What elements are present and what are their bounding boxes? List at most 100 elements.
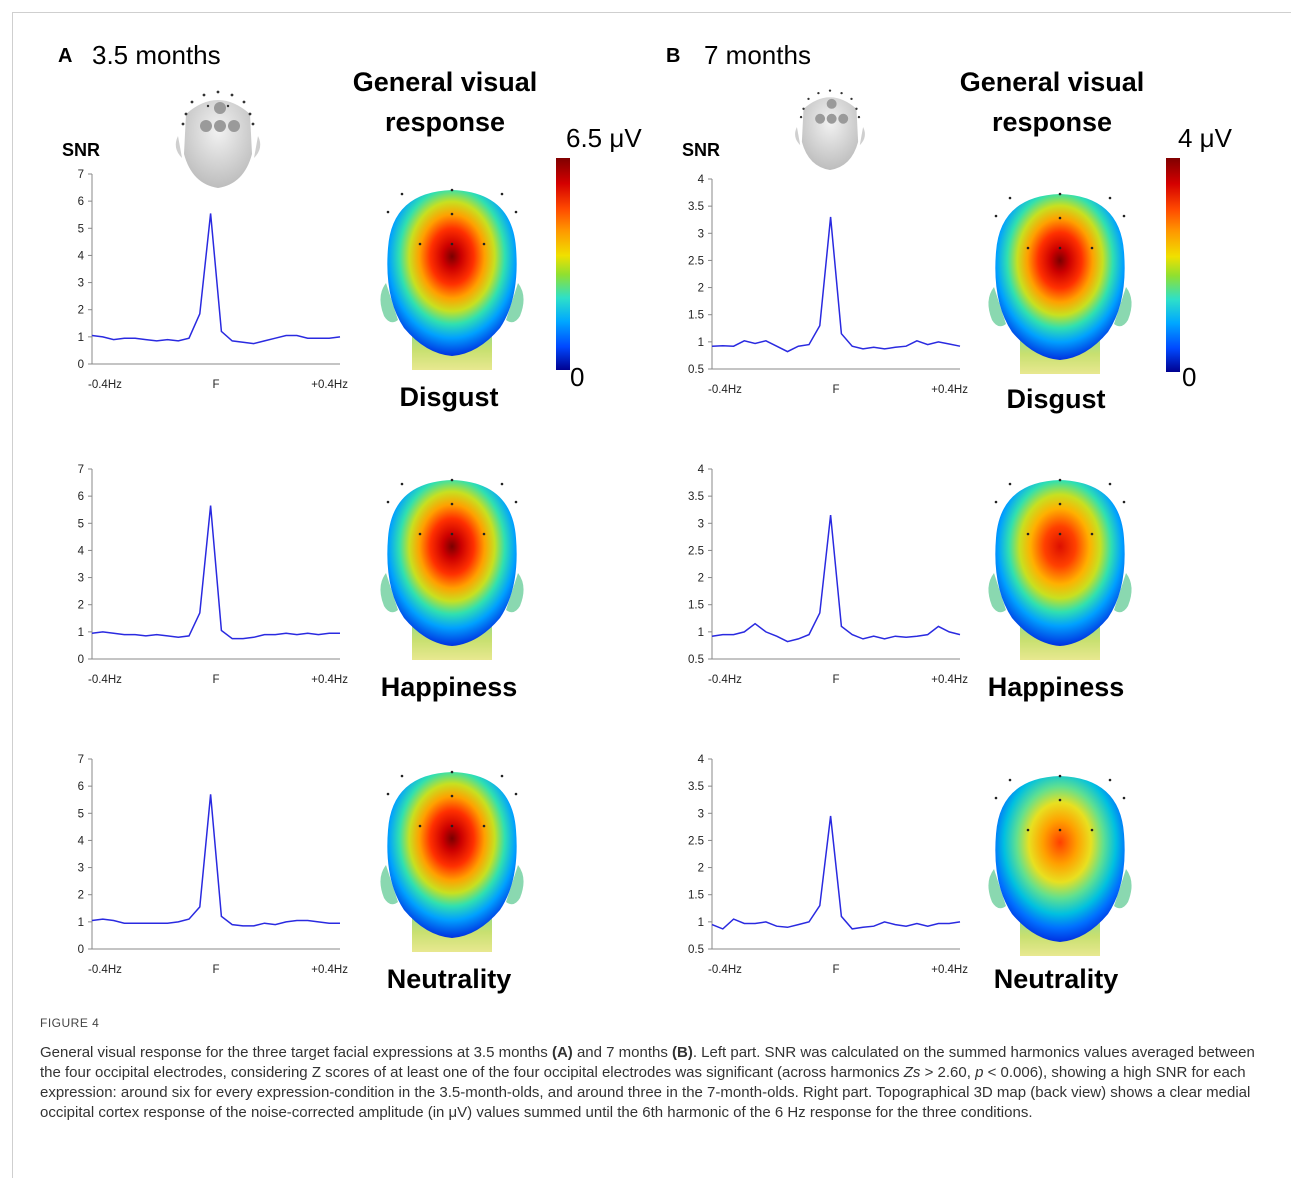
y-tick-label: 1.5 [688, 890, 704, 902]
y-tick-label: 1 [78, 627, 84, 639]
electrode-dot [450, 770, 454, 774]
y-tick-label: 5 [78, 518, 84, 530]
right-ear [506, 573, 524, 613]
left-ear [988, 573, 1006, 613]
y-tick-label: 2 [698, 283, 704, 295]
y-tick-label: 3.5 [688, 201, 704, 213]
panel-a-scale-min: 0 [570, 362, 585, 392]
electrode-dot [1008, 196, 1012, 200]
electrode-dot [386, 792, 390, 796]
panel-a-colorbar [556, 158, 570, 370]
electrode-dot [450, 478, 454, 482]
y-tick-label: 1 [78, 332, 84, 344]
y-tick-label: 0.5 [688, 654, 704, 666]
x-tick-label: F [212, 964, 219, 976]
x-tick-label: F [212, 674, 219, 686]
electrode-dot [386, 500, 390, 504]
right-ear [1114, 573, 1132, 613]
electrode-dot [450, 188, 454, 192]
panel-a-electrode-montage [175, 90, 261, 188]
y-tick-label: 4 [698, 464, 705, 476]
snr-plot-a-happiness: 0 1 2 3 4 5 6 7 -0.4Hz F +0.4Hz [78, 464, 349, 686]
y-tick-label: 4 [78, 835, 85, 847]
electrode-dot [482, 824, 486, 828]
electrode-dot [1058, 192, 1062, 196]
electrode-dot [1026, 532, 1030, 536]
topomap-b-happiness [988, 478, 1132, 660]
panel-b-colorbar [1166, 158, 1180, 372]
y-tick-label: 2 [78, 305, 84, 317]
electrode-dot [994, 500, 998, 504]
x-tick-label: +0.4Hz [931, 674, 968, 686]
electrode-dot [1058, 502, 1062, 506]
y-tick-label: 3 [698, 808, 704, 820]
y-tick-label: 3.5 [688, 491, 704, 503]
y-tick-label: 6 [78, 196, 84, 208]
left-ear [380, 573, 398, 613]
snr-line [91, 794, 340, 927]
right-ear [506, 865, 524, 905]
electrode-dot [1058, 478, 1062, 482]
topomap-b-disgust [988, 192, 1132, 374]
y-tick-label: 1 [78, 917, 84, 929]
panel-b-scale-max: 4 μV [1178, 123, 1233, 153]
y-tick-label: 0 [78, 359, 84, 371]
panel-a-letter: A [58, 45, 73, 67]
panel-a-label-disgust: Disgust [399, 382, 499, 412]
y-tick-label: 4 [698, 174, 705, 186]
electrode-dot [400, 774, 404, 778]
panel-a-label-happiness: Happiness [380, 672, 518, 702]
y-tick-label: 3.5 [688, 781, 704, 793]
electrode-dot [1058, 828, 1062, 832]
electrode-dot [450, 794, 454, 798]
y-tick-label: 5 [78, 808, 84, 820]
y-tick-label: 2.5 [688, 255, 704, 267]
y-tick-label: 2 [698, 863, 704, 875]
scalp [995, 194, 1125, 360]
y-tick-label: 6 [78, 491, 84, 503]
y-tick-label: 1 [698, 917, 704, 929]
y-tick-label: 4 [78, 545, 85, 557]
y-tick-label: 3 [698, 518, 704, 530]
x-tick-label: -0.4Hz [708, 674, 742, 686]
y-tick-label: 3 [78, 278, 84, 290]
y-tick-label: 3 [78, 573, 84, 585]
snr-line [711, 515, 961, 643]
electrode-dot [1026, 828, 1030, 832]
right-ear [1114, 287, 1132, 327]
y-tick-label: 2.5 [688, 545, 704, 557]
x-tick-label: +0.4Hz [311, 964, 348, 976]
x-tick-label: +0.4Hz [931, 964, 968, 976]
electrode-dot [450, 212, 454, 216]
y-tick-label: 4 [78, 250, 85, 262]
figure-label: FIGURE 4 [40, 1016, 100, 1030]
panel-b-label-happiness: Happiness [987, 672, 1125, 702]
electrode-dot [482, 532, 486, 536]
y-tick-label: 3 [78, 863, 84, 875]
snr-line [711, 815, 961, 930]
panel-a-title-line2: response [384, 107, 506, 137]
electrode-dot [514, 210, 518, 214]
x-tick-label: +0.4Hz [311, 674, 348, 686]
electrode-dot [1058, 532, 1062, 536]
snr-plot-a-disgust: 0 1 2 3 4 5 6 7 -0.4Hz F +0.4Hz [78, 169, 349, 391]
electrode-dot [418, 532, 422, 536]
panel-b-scale-min: 0 [1182, 362, 1197, 392]
x-tick-label: -0.4Hz [88, 379, 122, 391]
topomap-b-neutrality [988, 774, 1132, 956]
electrode-dot [450, 242, 454, 246]
left-ear [380, 283, 398, 323]
y-tick-label: 4 [698, 754, 705, 766]
electrode-dot [1090, 828, 1094, 832]
y-tick-label: 7 [78, 169, 84, 181]
y-tick-label: 0.5 [688, 944, 704, 956]
electrode-dot [1058, 798, 1062, 802]
electrode-dot [994, 214, 998, 218]
electrode-dot [1008, 482, 1012, 486]
x-tick-label: -0.4Hz [708, 964, 742, 976]
electrode-dot [1108, 482, 1112, 486]
electrode-dot [400, 192, 404, 196]
electrode-dot [1090, 532, 1094, 536]
electrode-dot [418, 824, 422, 828]
y-tick-label: 2 [698, 573, 704, 585]
